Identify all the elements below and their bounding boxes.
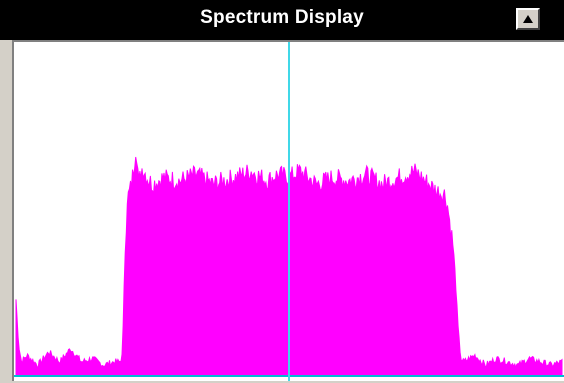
window-title: Spectrum Display bbox=[200, 7, 364, 28]
spectrum-plot bbox=[12, 40, 564, 381]
up-triangle-icon bbox=[523, 15, 533, 23]
collapse-button[interactable] bbox=[516, 8, 540, 30]
title-bar[interactable]: Spectrum Display bbox=[0, 0, 564, 40]
spectrum-chart bbox=[14, 42, 564, 381]
